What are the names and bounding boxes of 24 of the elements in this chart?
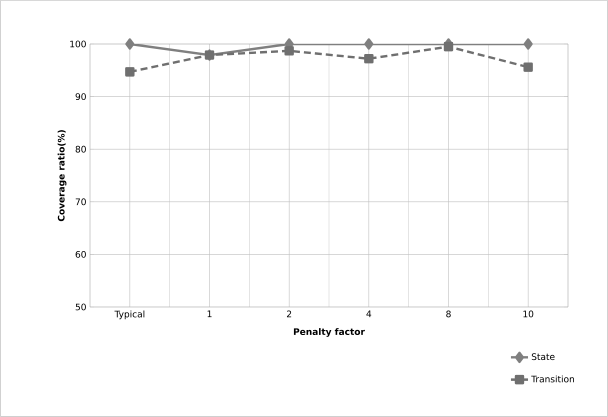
y-tick-label: 80 [76,146,86,153]
y-tick-label: 50 [76,304,86,310]
y-tick-label: 90 [76,93,86,100]
legend-label: Transition [531,375,574,382]
point [284,46,294,56]
x-tick-label: 4 [366,310,372,318]
point [364,38,374,50]
x-tick-label: Typical [114,310,144,320]
x-tick-label: 10 [523,310,534,318]
point [523,62,533,72]
point [125,38,134,50]
point [125,67,135,77]
y-tick-label: 70 [76,198,86,206]
point [444,42,454,52]
point [524,38,533,50]
x-tick-label: 2 [286,310,292,318]
point [364,54,374,64]
y-tick-label: 100 [70,40,86,48]
x-axis-title: Penalty factor [294,328,365,337]
legend-label: State [532,353,555,360]
x-tick-label: 8 [446,310,451,318]
y-tick-label: 60 [76,250,86,258]
y-axis-title: Coverage ratio(%) [58,130,66,222]
x-tick-label: 1 [208,310,212,318]
